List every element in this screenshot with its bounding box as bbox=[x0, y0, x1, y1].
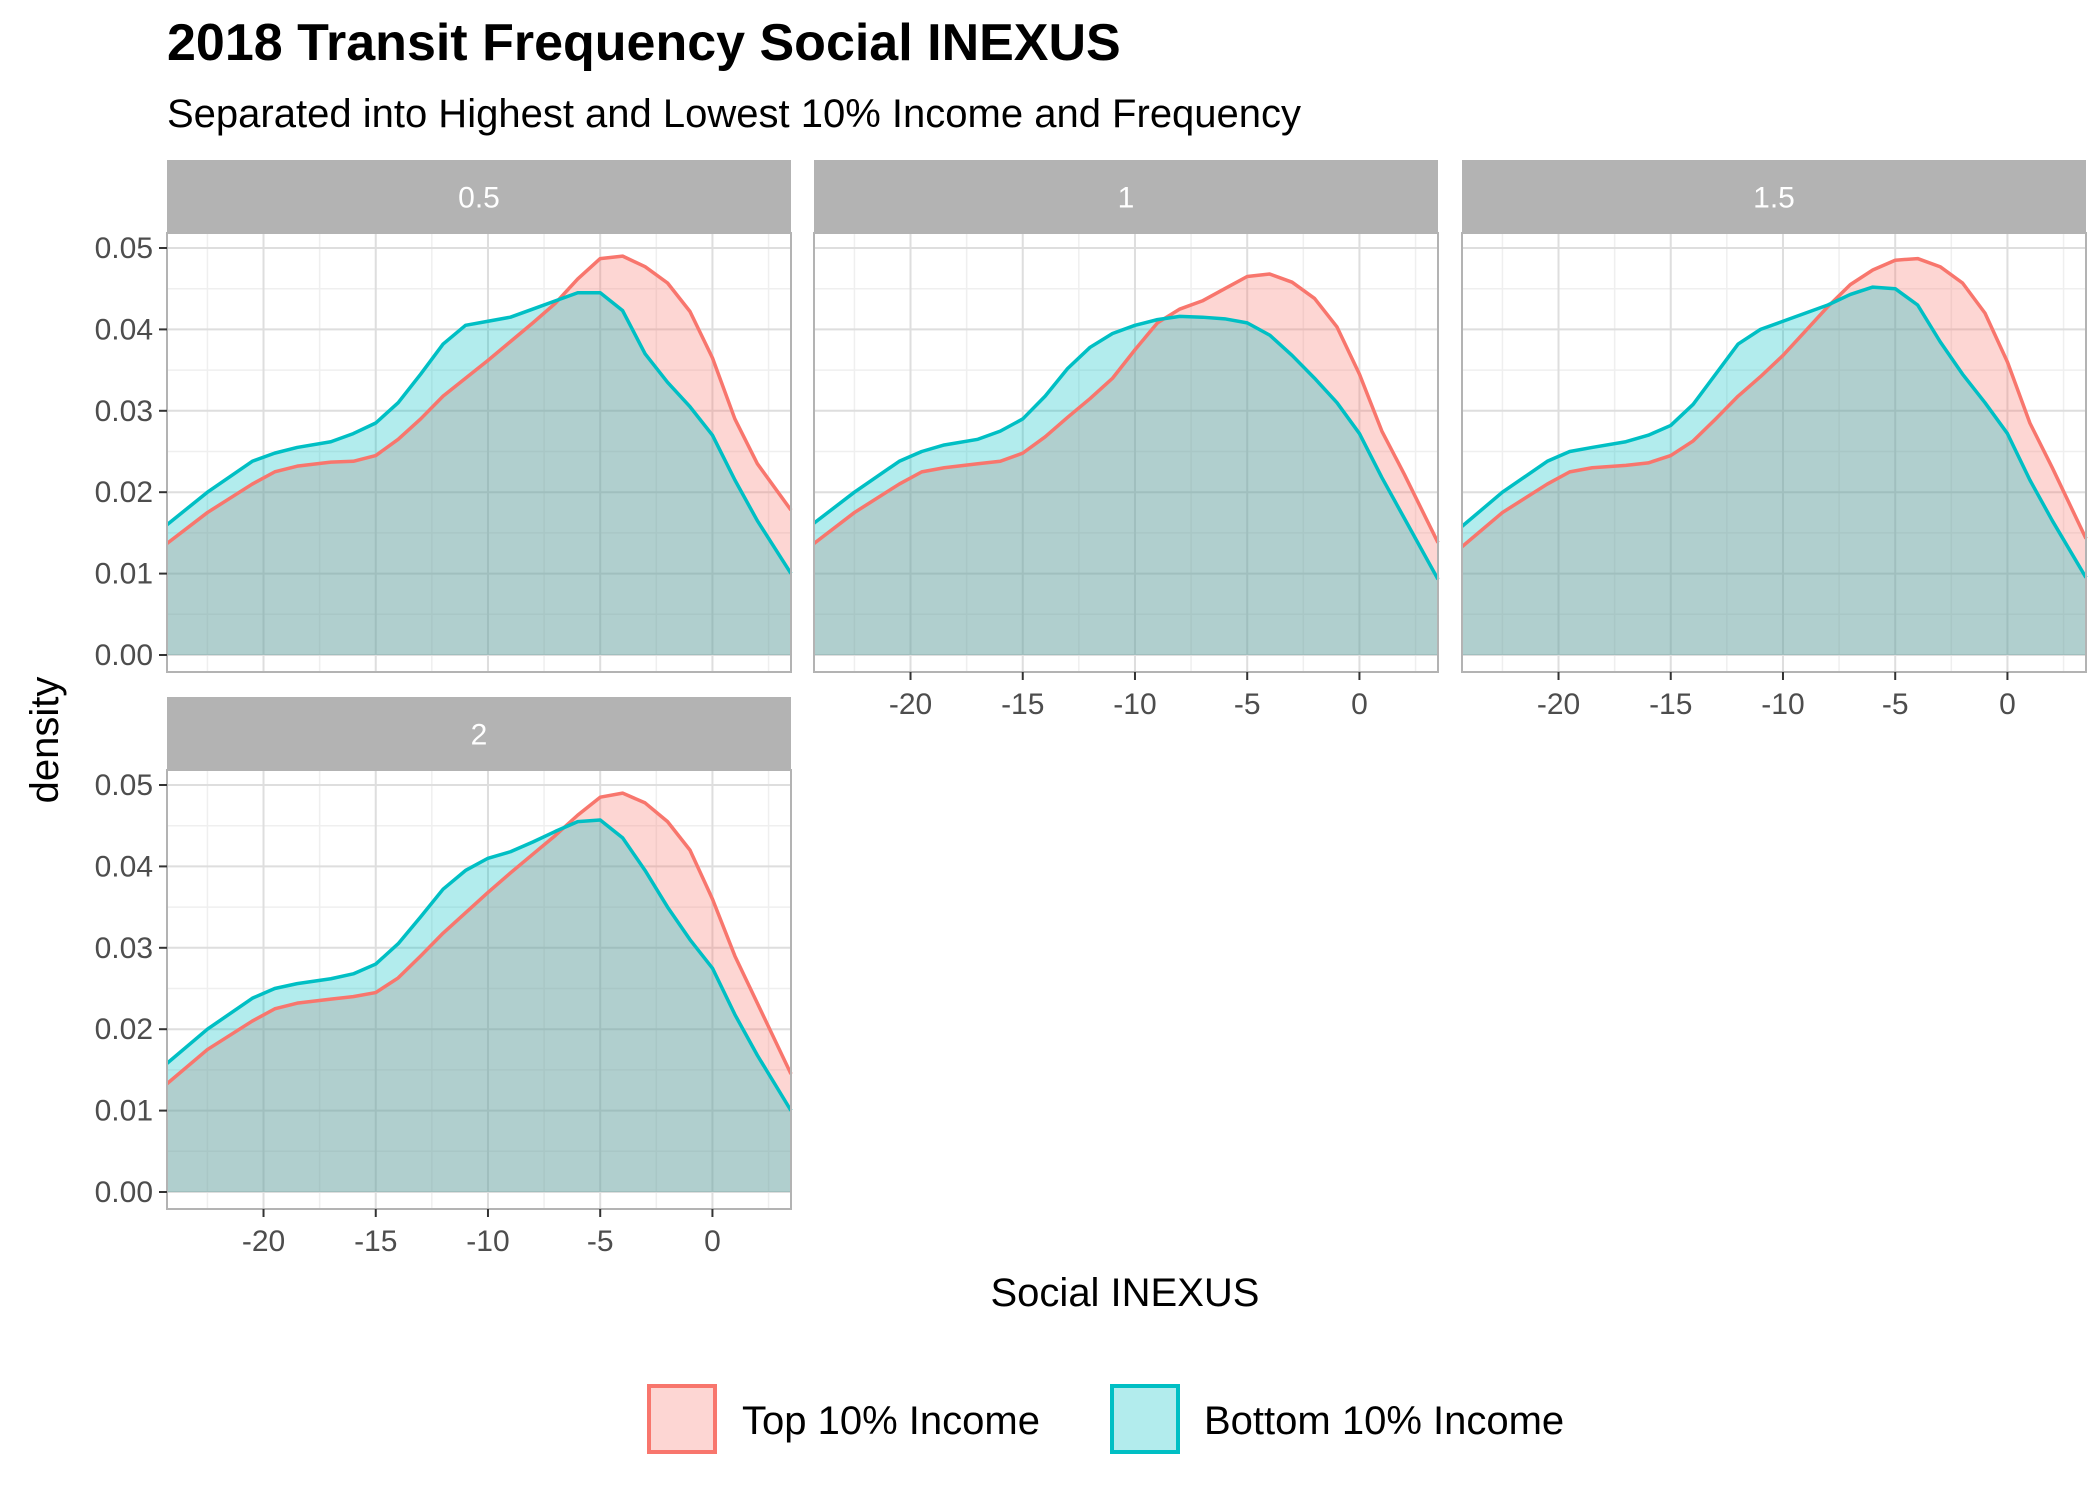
y-tick-label: 0.04 bbox=[95, 313, 153, 346]
x-tick-label: -20 bbox=[242, 1225, 285, 1258]
facet-strip bbox=[814, 160, 1438, 233]
x-tick-label: -5 bbox=[1882, 688, 1909, 721]
density-bottom-income-line bbox=[812, 314, 1440, 581]
facet-panel: 1 bbox=[812, 160, 1440, 673]
density-top-income-area bbox=[1462, 258, 2086, 655]
y-tick-label: 0.03 bbox=[95, 395, 153, 428]
facet-strip-label: 1.5 bbox=[1753, 182, 1795, 215]
x-tick-label: 0 bbox=[704, 1225, 721, 1258]
y-tick-label: 0.04 bbox=[95, 850, 153, 883]
facet-strip-label: 1 bbox=[1118, 182, 1135, 215]
x-tick-label: -10 bbox=[1113, 688, 1156, 721]
y-tick-label: 0.03 bbox=[95, 932, 153, 965]
panel-border bbox=[166, 769, 792, 1210]
panel-border bbox=[166, 232, 792, 673]
facet-strip bbox=[167, 697, 791, 770]
density-bottom-income-line bbox=[165, 291, 793, 575]
density-top-income-area bbox=[167, 793, 791, 1192]
x-tick-label: -15 bbox=[354, 1225, 397, 1258]
x-tick-label: -10 bbox=[1761, 688, 1804, 721]
density-top-income-line bbox=[1460, 256, 2088, 549]
y-axis-tick-labels: 0.00 0.01 0.02 0.03 0.04 0.05 0.00 0.01 0.02 0.03… bbox=[95, 232, 167, 1209]
density-top-income-area bbox=[167, 256, 791, 655]
x-tick-label: -15 bbox=[1649, 688, 1692, 721]
x-tick-label: 0 bbox=[1999, 688, 2016, 721]
facet-strip bbox=[1462, 160, 2086, 233]
x-tick-label: -20 bbox=[889, 688, 932, 721]
y-tick-label: 0.02 bbox=[95, 1013, 153, 1046]
y-tick-label: 0.01 bbox=[95, 1095, 153, 1128]
chart-title: 2018 Transit Frequency Social INEXUS bbox=[167, 14, 1121, 72]
density-bottom-income-line bbox=[1460, 285, 2088, 579]
legend-key-bottom-income bbox=[1110, 1384, 1180, 1454]
y-axis-title: density bbox=[23, 677, 67, 804]
facet-panel: 0.5 bbox=[165, 160, 793, 673]
facet-strip bbox=[167, 160, 791, 233]
facet-panel: 2 bbox=[165, 697, 793, 1210]
y-tick-label: 0.01 bbox=[95, 558, 153, 591]
density-top-income-line bbox=[165, 254, 793, 545]
x-axis-tick-labels: -20 -15 -10 -5 0 -20 -15 -10 -5 0 -20 -15 -10 -5 0 bbox=[242, 672, 2016, 1258]
gridlines bbox=[1462, 233, 2086, 672]
panel-border bbox=[813, 232, 1439, 673]
density-bottom-income-area bbox=[167, 820, 791, 1192]
y-tick-label: 0.02 bbox=[95, 476, 153, 509]
x-axis-title: Social INEXUS bbox=[991, 1271, 1260, 1315]
gridlines bbox=[167, 233, 791, 672]
density-bottom-income-area bbox=[814, 316, 1438, 655]
facet-strip-label: 0.5 bbox=[458, 182, 500, 215]
x-tick-label: -15 bbox=[1001, 688, 1044, 721]
legend-label-bottom-income: Bottom 10% Income bbox=[1204, 1399, 1564, 1443]
legend-label-top-income: Top 10% Income bbox=[742, 1399, 1040, 1443]
x-tick-label: 0 bbox=[1351, 688, 1368, 721]
y-tick-label: 0.05 bbox=[95, 769, 153, 802]
chart-subtitle: Separated into Highest and Lowest 10% In… bbox=[167, 92, 1301, 136]
gridlines bbox=[167, 770, 791, 1209]
y-tick-label: 0.00 bbox=[95, 639, 153, 672]
panel-border bbox=[1461, 232, 2087, 673]
x-tick-label: -5 bbox=[587, 1225, 614, 1258]
density-bottom-income-line bbox=[165, 818, 793, 1112]
x-tick-label: -10 bbox=[466, 1225, 509, 1258]
density-top-income-line bbox=[165, 791, 793, 1086]
density-bottom-income-area bbox=[1462, 287, 2086, 655]
legend-key-top-income bbox=[647, 1384, 717, 1454]
facet-panels: 0.5 1 1.5 2 bbox=[165, 160, 2088, 1210]
legend: Top 10% Income Bottom 10% Income bbox=[647, 1384, 1564, 1454]
facet-strip-label: 2 bbox=[471, 719, 488, 752]
y-tick-label: 0.05 bbox=[95, 232, 153, 265]
y-tick-label: 0.00 bbox=[95, 1176, 153, 1209]
density-bottom-income-area bbox=[167, 292, 791, 655]
x-tick-label: -20 bbox=[1537, 688, 1580, 721]
facet-panel: 1.5 bbox=[1460, 160, 2088, 673]
density-top-income-area bbox=[814, 274, 1438, 655]
x-tick-label: -5 bbox=[1234, 688, 1261, 721]
density-top-income-line bbox=[812, 272, 1440, 545]
